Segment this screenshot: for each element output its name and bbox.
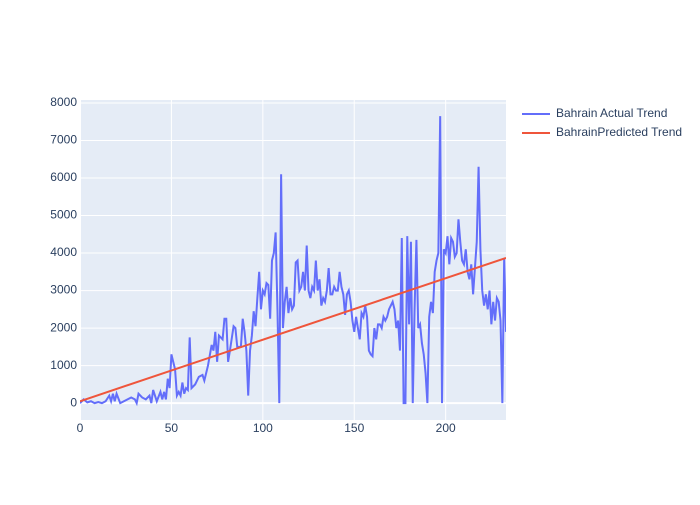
y-tick-label: 7000 (50, 133, 77, 147)
y-tick-label: 3000 (50, 283, 77, 297)
data-line (80, 256, 506, 403)
y-tick-label: 0 (70, 395, 77, 409)
x-tick-label: 100 (253, 421, 273, 435)
y-tick-label: 1000 (50, 358, 77, 372)
y-tick-label: 8000 (50, 95, 77, 109)
y-tick-label: 5000 (50, 208, 77, 222)
y-tick-label: 4000 (50, 245, 77, 259)
x-tick-label: 200 (436, 421, 456, 435)
plot-area (80, 100, 506, 420)
x-tick-label: 150 (344, 421, 364, 435)
legend-label: BahrainPredicted Trend (556, 125, 682, 139)
y-tick-label: 6000 (50, 170, 77, 184)
x-tick-label: 0 (77, 421, 84, 435)
x-tick-label: 50 (165, 421, 179, 435)
legend-label: Bahrain Actual Trend (556, 106, 667, 120)
data-line (80, 116, 506, 407)
y-tick-label: 2000 (50, 320, 77, 334)
